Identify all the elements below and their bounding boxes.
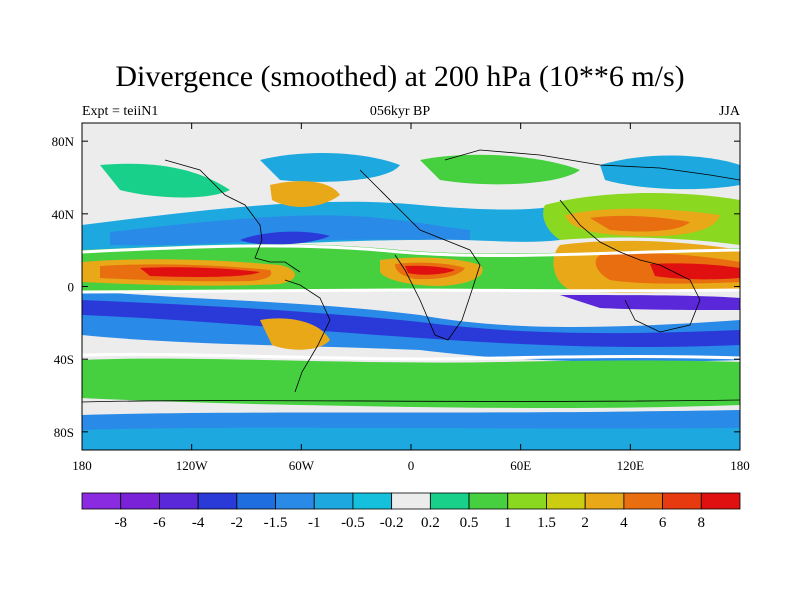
lon-tick-label: 180	[72, 458, 92, 473]
lon-tick-label: 60E	[510, 458, 531, 473]
lon-tick-label: 0	[408, 458, 415, 473]
colorbar-label: 0.2	[421, 515, 440, 531]
colorbar-label: 0.5	[460, 515, 479, 531]
colorbar-swatch	[584, 492, 625, 510]
longitude-axis: 180 120W 60W 0 60E 120E 180	[72, 123, 750, 473]
latitude-axis: 80N 40N 0 40S 80S	[52, 134, 740, 440]
colorbar-swatch	[391, 492, 431, 510]
lat-tick-label: 80S	[54, 425, 74, 440]
colorbar-label: 2	[581, 515, 589, 531]
colorbar-label: -8	[114, 515, 127, 531]
colorbar-label: -0.2	[380, 515, 404, 531]
lon-tick-label: 180	[730, 458, 750, 473]
colorbar-swatch	[546, 492, 586, 510]
lon-tick-label: 120E	[617, 458, 645, 473]
colorbar-label: -0.5	[341, 515, 365, 531]
colorbar-label: 8	[698, 515, 706, 531]
lon-tick-label: 120W	[176, 458, 209, 473]
lat-tick-label: 0	[68, 280, 75, 295]
colorbar-swatch	[81, 492, 122, 510]
experiment-label: Expt = teiiN1	[82, 104, 159, 119]
colorbar-swatch	[623, 492, 663, 510]
colorbar-label: -1.5	[264, 515, 288, 531]
colorbar-label: 1.5	[537, 515, 556, 531]
lat-tick-label: 80N	[52, 134, 75, 149]
colorbar-swatch	[275, 492, 315, 510]
colorbar: -8 -6 -4 -2 -1.5 -1 -0.5 -0.2 0.2 0.5 1 1.5 2 4 6 8	[81, 492, 741, 531]
colorbar-swatch	[429, 492, 470, 510]
colorbar-label: 4	[620, 515, 628, 531]
chart-title: Divergence (smoothed) at 200 hPa (10**6 …	[115, 60, 685, 93]
colorbar-label: 1	[504, 515, 512, 531]
map-field	[82, 123, 740, 450]
lat-tick-label: 40N	[52, 207, 75, 222]
colorbar-swatch	[700, 492, 741, 510]
colorbar-swatch	[313, 492, 354, 510]
colorbar-label: 6	[659, 515, 667, 531]
colorbar-label: -1	[308, 515, 321, 531]
colorbar-label: -2	[231, 515, 244, 531]
colorbar-swatch	[197, 492, 238, 510]
colorbar-swatch	[352, 492, 393, 510]
lat-tick-label: 40S	[54, 352, 74, 367]
colorbar-swatch	[662, 492, 702, 510]
season-label: JJA	[718, 104, 740, 119]
lon-tick-label: 60W	[289, 458, 315, 473]
colorbar-label: -4	[192, 515, 205, 531]
time-label: 056kyr BP	[369, 104, 431, 119]
colorbar-swatch	[159, 492, 199, 510]
colorbar-swatch	[507, 492, 547, 510]
colorbar-swatch	[236, 492, 276, 510]
colorbar-swatch	[468, 492, 509, 510]
coastlines	[82, 149, 740, 403]
colorbar-label: -6	[153, 515, 166, 531]
colorbar-swatch	[120, 492, 160, 510]
